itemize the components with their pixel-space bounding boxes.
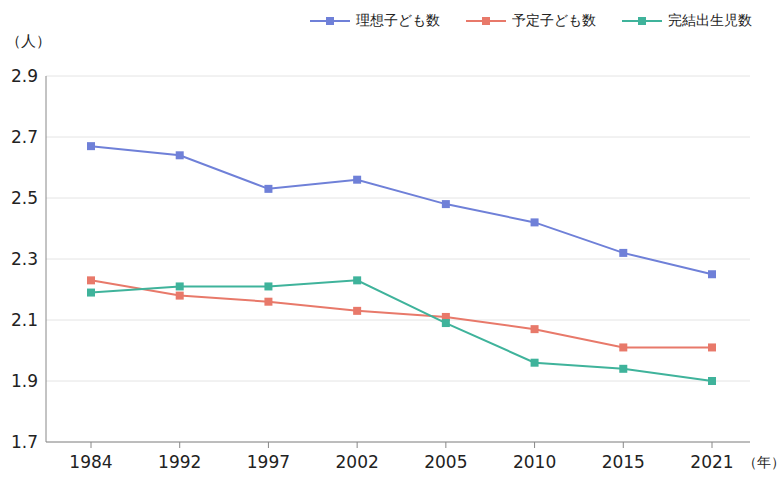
- svg-text:1.7: 1.7: [11, 432, 38, 452]
- svg-text:2.5: 2.5: [11, 188, 38, 208]
- html-text:理想子ども数: 理想子ども数: [356, 12, 440, 28]
- html-text:予定子ども数: 予定子ども数: [512, 12, 596, 28]
- svg-text:1992: 1992: [158, 452, 201, 472]
- html-text:（人）: （人）: [6, 32, 51, 50]
- svg-text:1984: 1984: [69, 452, 112, 472]
- html-text:完結出生児数: 完結出生児数: [668, 12, 752, 28]
- svg-text:2.7: 2.7: [11, 127, 38, 147]
- svg-text:2.9: 2.9: [11, 66, 38, 86]
- svg-text:1.9: 1.9: [11, 371, 38, 391]
- svg-text:2005: 2005: [424, 452, 467, 472]
- svg-text:2010: 2010: [513, 452, 556, 472]
- svg-text:1997: 1997: [247, 452, 290, 472]
- svg-text:2015: 2015: [602, 452, 645, 472]
- svg-text:2.1: 2.1: [11, 310, 38, 330]
- svg-text:2021: 2021: [690, 452, 733, 472]
- svg-text:2002: 2002: [336, 452, 379, 472]
- svg-text:2.3: 2.3: [11, 249, 38, 269]
